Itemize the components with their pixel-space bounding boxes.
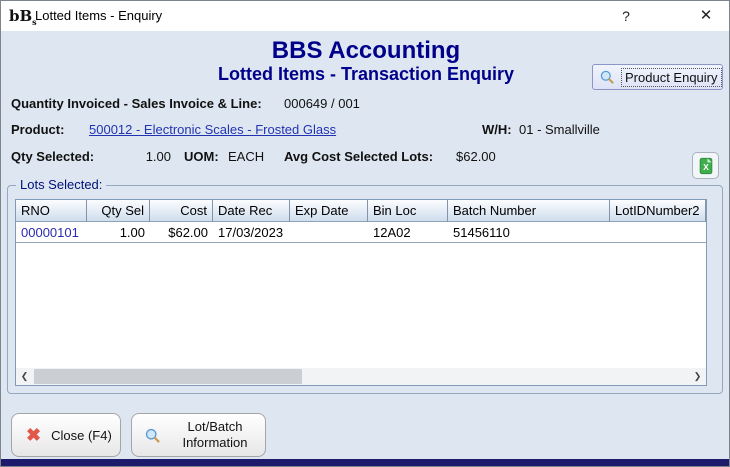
qty-invoiced-label: Quantity Invoiced - Sales Invoice & Line… bbox=[11, 96, 262, 111]
magnifier-icon bbox=[145, 428, 160, 443]
grid-cell: 1.00 bbox=[119, 225, 145, 240]
grid-cell: 17/03/2023 bbox=[218, 225, 284, 240]
grid-column-header[interactable]: Exp Date bbox=[290, 200, 368, 222]
magnifier-icon bbox=[600, 70, 614, 84]
grid-column-header[interactable]: RNO bbox=[16, 200, 87, 222]
app-title: BBS Accounting bbox=[271, 37, 461, 64]
grid-column-header[interactable]: Date Rec bbox=[213, 200, 290, 222]
grid-column-header[interactable]: LotIDNumber2 bbox=[610, 200, 706, 222]
lot-batch-information-button[interactable]: Lot/Batch Information bbox=[131, 413, 266, 457]
lots-grid: RNO Qty Sel Cost Date Rec Exp Date Bin Loc Bat… bbox=[15, 199, 707, 386]
svg-text:X: X bbox=[703, 162, 709, 172]
grid-row[interactable]: 00000101 1.00 $62.00 17/03/2023 12A02 5145611… bbox=[16, 223, 706, 243]
horizontal-scrollbar[interactable]: ❮ ❯ bbox=[16, 368, 706, 385]
lots-selected-label: Lots Selected: bbox=[16, 177, 107, 192]
grid-column-header[interactable]: Batch Number bbox=[448, 200, 610, 222]
grid-cell: 51456110 bbox=[453, 225, 510, 240]
close-x-icon: ✖ bbox=[26, 424, 42, 445]
export-excel-button[interactable]: X bbox=[692, 152, 719, 179]
scrollbar-thumb[interactable] bbox=[34, 369, 302, 384]
help-button[interactable]: ? bbox=[622, 8, 630, 24]
avg-cost-label: Avg Cost Selected Lots: bbox=[284, 149, 434, 164]
app-icon: bBs bbox=[9, 7, 37, 27]
lots-selected-groupbox: Lots Selected: RNO Qty Sel Cost Date Rec Exp… bbox=[7, 177, 723, 394]
warehouse-value: 01 - Smallville bbox=[519, 122, 600, 137]
close-button[interactable]: ✖ Close (F4) bbox=[11, 413, 121, 457]
grid-cell-rno-link[interactable]: 00000101 bbox=[21, 225, 79, 240]
grid-cell bbox=[290, 223, 368, 243]
product-link[interactable]: 500012 - Electronic Scales - Frosted Gla… bbox=[89, 122, 337, 137]
grid-column-header[interactable]: Cost bbox=[150, 200, 213, 222]
grid-cell bbox=[610, 223, 706, 243]
grid-header-row: RNO Qty Sel Cost Date Rec Exp Date Bin Loc Bat… bbox=[16, 200, 706, 222]
warehouse-label: W/H: bbox=[482, 122, 512, 137]
window-bottom-border bbox=[1, 459, 729, 466]
grid-cell: 12A02 bbox=[373, 225, 411, 240]
close-button-label: Close (F4) bbox=[51, 427, 112, 443]
grid-cell: $62.00 bbox=[168, 225, 208, 240]
uom-value: EACH bbox=[228, 149, 265, 164]
product-enquiry-label: Product Enquiry bbox=[621, 67, 722, 87]
grid-column-header[interactable]: Bin Loc bbox=[368, 200, 448, 222]
close-window-button[interactable]: ✕ bbox=[699, 7, 713, 24]
product-enquiry-button[interactable]: Product Enquiry bbox=[592, 64, 723, 90]
lot-batch-button-label: Lot/Batch Information bbox=[182, 418, 248, 450]
qty-selected-label: Qty Selected: bbox=[11, 149, 95, 164]
excel-file-icon: X bbox=[699, 157, 712, 174]
product-label: Product: bbox=[11, 122, 65, 137]
window-title: Lotted Items - Enquiry bbox=[35, 8, 163, 23]
scroll-left-arrow[interactable]: ❮ bbox=[20, 371, 29, 381]
screen-title: Lotted Items - Transaction Enquiry bbox=[217, 64, 515, 84]
scroll-right-arrow[interactable]: ❯ bbox=[693, 371, 702, 381]
avg-cost-value: $62.00 bbox=[456, 149, 496, 164]
qty-invoiced-value: 000649 / 001 bbox=[284, 96, 360, 111]
grid-column-header[interactable]: Qty Sel bbox=[87, 200, 150, 222]
qty-selected-value: 1.00 bbox=[145, 149, 171, 164]
title-bar: bBs Lotted Items - Enquiry ? ✕ bbox=[1, 1, 729, 31]
uom-label: UOM: bbox=[184, 149, 219, 164]
